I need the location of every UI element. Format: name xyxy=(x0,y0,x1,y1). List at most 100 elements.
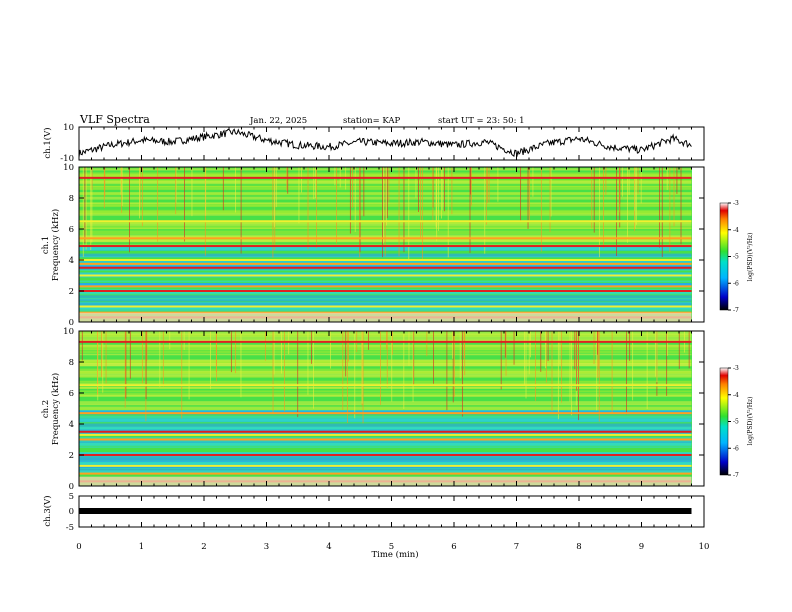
spectrogram-spike xyxy=(205,167,207,216)
spectrogram-spike xyxy=(545,331,546,369)
colorbar-tick-label: -7 xyxy=(733,472,739,479)
spectrogram-spike xyxy=(598,331,600,422)
spectrogram-spike xyxy=(438,167,439,231)
spectrogram-spike xyxy=(520,167,522,223)
spectrogram-spike xyxy=(125,331,127,399)
station-label: station= KAP xyxy=(343,116,401,126)
spectrogram-band xyxy=(79,220,692,223)
time-tick-label: 8 xyxy=(576,542,581,552)
spectrogram-low-band xyxy=(79,423,692,428)
spectrogram-low-band xyxy=(79,283,692,287)
spectrogram-band xyxy=(79,176,692,179)
spectrogram-band xyxy=(79,430,692,433)
spectrogram-spike xyxy=(545,331,547,383)
spectrogram-spike xyxy=(162,331,164,387)
spectrogram-haze xyxy=(79,392,692,396)
colorbar-tick-label: -6 xyxy=(733,445,739,452)
spectrogram-spike xyxy=(421,167,423,260)
spectrogram-spike xyxy=(347,331,348,423)
spectrogram-spike xyxy=(532,167,534,197)
spectrogram-low-band xyxy=(79,297,692,301)
spectrogram-spike xyxy=(669,167,671,253)
spectrogram-spike xyxy=(215,331,217,372)
spectrogram-spike xyxy=(121,167,123,213)
spectrogram-spike xyxy=(470,167,471,195)
freq-tick-label: 4 xyxy=(69,256,74,266)
spectrogram-spike xyxy=(593,167,595,233)
spectrogram-haze xyxy=(79,401,692,405)
spectrogram-spike xyxy=(84,167,86,244)
spectrogram-spike xyxy=(307,167,309,250)
colorbar-tick-label: -4 xyxy=(733,227,739,234)
spectrogram-low-band xyxy=(79,295,692,299)
colorbar-tick-label: -3 xyxy=(733,365,739,372)
spectrogram-spike xyxy=(629,331,631,361)
time-tick-label: 1 xyxy=(139,542,144,552)
spectrogram-spike xyxy=(349,167,351,234)
freq-tick-label: 10 xyxy=(63,327,74,337)
spectrogram-spike xyxy=(451,167,453,215)
time-tick-label: 2 xyxy=(201,542,206,552)
spectrogram-haze xyxy=(79,380,692,382)
spectrogram-spike xyxy=(436,167,438,242)
spectrogram-spike xyxy=(383,167,384,244)
spectrogram-spike xyxy=(637,167,639,194)
spectrogram-band xyxy=(79,305,692,308)
spectrogram-low-band xyxy=(79,302,692,306)
spectrogram-low-band xyxy=(79,264,692,267)
spectrogram-spike xyxy=(298,167,300,224)
spectrogram-haze xyxy=(79,373,692,377)
ch1-waveform-panel: 10 -10 ch.1(V) xyxy=(42,123,705,164)
spectrogram-spike xyxy=(688,331,690,369)
spectrogram-haze xyxy=(79,353,692,356)
spectrogram-spike xyxy=(535,331,537,401)
spectrogram-haze xyxy=(79,395,692,397)
spectrogram-spike xyxy=(272,167,274,258)
ch1-spectrogram-ylabel-frequency: Frequency (kHz) xyxy=(50,209,61,281)
spectrogram-spike xyxy=(354,331,356,419)
spectrogram-haze xyxy=(79,348,692,351)
spectrogram-spike xyxy=(621,167,623,197)
ch2-spectrogram-ylabel-frequency: Frequency (kHz) xyxy=(50,373,61,445)
spectrogram-spike xyxy=(627,167,629,243)
spectrogram-spike xyxy=(348,331,349,362)
x-axis-label: Time (min) xyxy=(371,549,418,560)
spectrogram-spike xyxy=(222,167,224,211)
spectrogram-spike xyxy=(433,331,434,384)
spectrogram-spike xyxy=(105,331,107,384)
spectrogram-spike xyxy=(139,167,141,208)
spectrogram-spike xyxy=(420,167,422,240)
spectrogram-spike xyxy=(452,331,454,359)
spectrogram-low-band xyxy=(79,471,692,473)
spectrogram-spike xyxy=(500,331,502,390)
spectrogram-band xyxy=(79,412,692,415)
date-label: Jan. 22, 2025 xyxy=(249,116,307,126)
spectrogram-spike xyxy=(561,331,563,403)
spectrogram-spike xyxy=(97,331,98,395)
spectrogram-haze xyxy=(79,381,692,385)
spectrogram-spike xyxy=(382,167,383,258)
freq-tick-label: 6 xyxy=(69,225,74,235)
spectrogram-spike xyxy=(442,167,444,211)
spectrogram-spike xyxy=(443,167,445,212)
ch3-waveform-trace xyxy=(79,508,692,514)
spectrogram-band xyxy=(79,245,692,248)
spectrogram-spike xyxy=(571,331,573,416)
time-tick-label: 7 xyxy=(514,542,519,552)
spectrogram-spike xyxy=(447,167,449,258)
spectrogram-low-band xyxy=(79,269,692,271)
spectrogram-spike xyxy=(598,167,600,258)
spectrogram-haze xyxy=(79,346,692,350)
spectrogram-band xyxy=(79,285,692,288)
spectrogram-spike xyxy=(408,331,410,366)
spectrogram-spike xyxy=(141,331,143,384)
spectrogram-haze xyxy=(79,375,692,378)
spectrogram-low-band xyxy=(79,418,692,421)
spectrogram-spike xyxy=(666,331,668,356)
spectrogram-spike xyxy=(380,331,381,405)
spectrogram-spike xyxy=(485,167,487,225)
spectrogram-spike xyxy=(336,167,337,244)
spectrogram-spike xyxy=(354,167,356,232)
spectrogram-low-band xyxy=(79,463,692,465)
